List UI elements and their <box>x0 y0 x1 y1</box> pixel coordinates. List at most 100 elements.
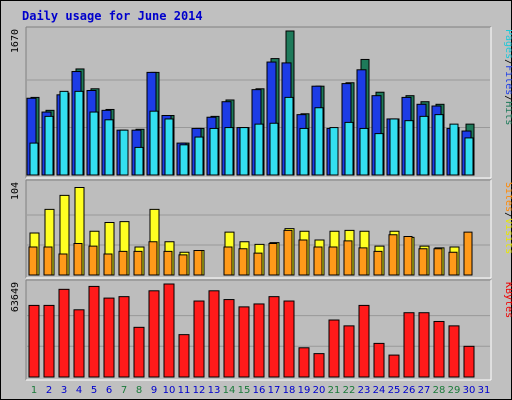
day-label: 24 <box>373 385 386 396</box>
legend-hits: Pages/Files/Hits <box>503 29 512 125</box>
bar-pages <box>29 142 39 176</box>
bar-kbytes <box>208 290 220 378</box>
day-label: 20 <box>313 385 326 396</box>
bar-pages <box>314 107 324 176</box>
bar-sites <box>193 250 203 276</box>
day-label: 22 <box>343 385 356 396</box>
bar-pages <box>389 118 399 176</box>
day-label: 13 <box>208 385 221 396</box>
bar-pages <box>359 127 369 176</box>
bar-kbytes <box>463 345 475 378</box>
legend-visits: Sites/Visits <box>503 182 512 254</box>
bar-kbytes <box>73 309 85 378</box>
bar-sites <box>223 246 233 276</box>
day-label: 30 <box>463 385 476 396</box>
day-label: 10 <box>163 385 176 396</box>
bar-pages <box>284 96 294 176</box>
day-label: 29 <box>448 385 461 396</box>
bar-kbytes <box>448 325 460 378</box>
bar-kbytes <box>433 320 445 378</box>
bar-pages <box>299 127 309 176</box>
day-label: 4 <box>76 385 82 396</box>
bar-pages <box>464 137 474 176</box>
bar-sites <box>163 250 173 276</box>
bar-sites <box>133 250 143 276</box>
bar-pages <box>434 114 444 176</box>
ymax-label: 1670 <box>10 29 21 53</box>
bar-sites <box>283 229 293 276</box>
bar-kbytes <box>103 297 115 378</box>
legend-entry: / <box>503 95 512 101</box>
bar-sites <box>103 253 113 276</box>
bar-kbytes <box>328 319 340 378</box>
bar-pages <box>449 123 459 176</box>
bar-sites <box>358 247 368 276</box>
day-label: 27 <box>418 385 431 396</box>
bar-sites <box>403 236 413 276</box>
bar-kbytes <box>88 285 100 378</box>
legend-entry: Hits <box>503 101 512 125</box>
day-label: 28 <box>433 385 446 396</box>
bar-sites <box>448 251 458 276</box>
bar-sites <box>178 254 188 276</box>
bar-pages <box>59 90 69 176</box>
bar-kbytes <box>43 304 55 378</box>
bar-pages <box>239 127 249 176</box>
day-label: 3 <box>61 385 67 396</box>
day-label: 21 <box>328 385 341 396</box>
day-label: 31 <box>478 385 491 396</box>
bar-pages <box>374 133 384 176</box>
legend-kbytes: KBytes <box>503 282 512 318</box>
legend-entry: Visits <box>503 218 512 254</box>
bar-pages <box>329 127 339 176</box>
day-label: 17 <box>268 385 281 396</box>
bar-kbytes <box>373 342 385 378</box>
bar-sites <box>463 231 473 276</box>
bar-pages <box>134 146 144 176</box>
bar-pages <box>179 144 189 176</box>
bar-sites <box>118 250 128 276</box>
bar-sites <box>373 250 383 276</box>
legend-entry: KBytes <box>503 282 512 318</box>
bar-pages <box>149 110 159 176</box>
bar-sites <box>298 239 308 276</box>
bar-kbytes <box>148 290 160 378</box>
bar-kbytes <box>193 300 205 378</box>
day-label: 19 <box>298 385 311 396</box>
day-label: 14 <box>223 385 236 396</box>
bar-sites <box>73 243 83 276</box>
bar-kbytes <box>313 353 325 378</box>
legend-entry: Pages <box>503 29 512 59</box>
bar-kbytes <box>163 283 175 378</box>
day-label: 16 <box>253 385 266 396</box>
bar-sites <box>88 245 98 276</box>
page-title: Daily usage for June 2014 <box>22 9 203 23</box>
bar-sites <box>58 253 68 276</box>
day-label: 25 <box>388 385 401 396</box>
bar-pages <box>209 127 219 176</box>
bar-kbytes <box>418 312 430 378</box>
bar-sites <box>313 246 323 276</box>
bar-sites <box>328 246 338 276</box>
bar-sites <box>433 248 443 276</box>
bar-pages <box>269 122 279 176</box>
bar-kbytes <box>223 299 235 378</box>
bar-kbytes <box>298 347 310 378</box>
bar-pages <box>104 119 114 176</box>
ymax-label: 104 <box>10 182 21 200</box>
legend-entry: / <box>503 212 512 218</box>
bar-sites <box>418 248 428 276</box>
day-label: 12 <box>193 385 206 396</box>
bar-kbytes <box>238 306 250 378</box>
day-label: 1 <box>31 385 37 396</box>
legend-entry: Sites <box>503 182 512 212</box>
bar-sites <box>268 243 278 276</box>
bar-sites <box>43 246 53 276</box>
day-label: 9 <box>151 385 157 396</box>
bar-sites <box>253 252 263 276</box>
legend-entry: Files <box>503 65 512 95</box>
bar-pages <box>254 123 264 176</box>
bar-pages <box>164 118 174 176</box>
ymax-label: 63649 <box>10 282 21 312</box>
